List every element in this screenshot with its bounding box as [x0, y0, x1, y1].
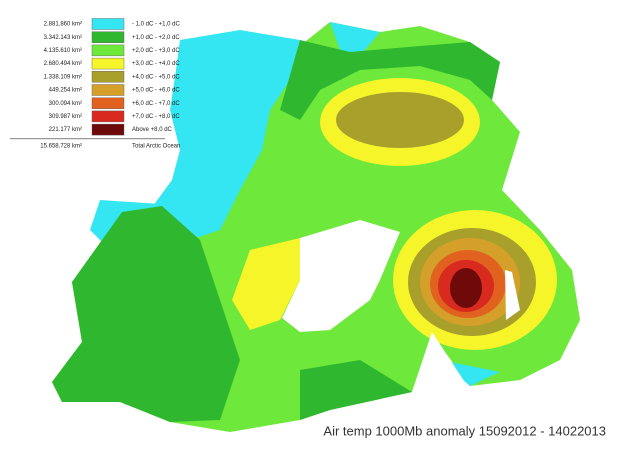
legend-swatch [91, 31, 125, 43]
zone-cyan [330, 22, 380, 56]
land-gap [505, 270, 520, 320]
legend-area: 2.881.860 km² [44, 22, 82, 28]
legend-swatch [91, 44, 125, 57]
zone-dark-green [300, 360, 412, 420]
legend-range: +6,0 dC - +7,0 dC [132, 101, 180, 107]
map-shapes [52, 22, 580, 432]
legend-range: - 1,0 dC - +1,0 dC [132, 22, 181, 28]
legend-swatch [91, 71, 125, 83]
legend-swatch [91, 84, 125, 96]
legend-area: 300.094 km² [49, 101, 82, 107]
legend-swatch [91, 110, 125, 123]
legend: 2.881.860 km² - 1,0 dC - +1,0 dC 3.342.143… [10, 18, 181, 149]
zone-cyan [440, 360, 500, 386]
legend-area: 4.135.610 km² [44, 48, 82, 54]
legend-area: 3.342.143 km² [44, 35, 82, 41]
zone-cyan [150, 30, 300, 240]
legend-range: +2,0 dC - +3,0 dC [132, 48, 180, 54]
caption: Air temp 1000Mb anomaly 15092012 - 14022… [323, 423, 606, 438]
zone-yellow [232, 238, 300, 330]
legend-range: +4,0 dC - +5,0 dC [132, 74, 180, 80]
legend-range: +1,0 dC - +2,0 dC [132, 35, 180, 41]
legend-total-label: Total Arctic Ocean [132, 143, 180, 149]
legend-area: 449.254 km² [49, 88, 82, 94]
legend-area: 1.338.109 km² [44, 74, 82, 80]
legend-swatch [91, 57, 125, 70]
legend-total-area: 15.658.728 km² [40, 143, 82, 149]
legend-area: 309.987 km² [49, 114, 82, 120]
legend-range: +5,0 dC - +6,0 dC [132, 88, 180, 94]
legend-swatch [91, 18, 125, 30]
legend-swatch [91, 97, 125, 109]
legend-swatch [91, 123, 125, 136]
legend-range: Above +8,0 dC [132, 127, 173, 133]
land-gap [282, 220, 400, 332]
zone-olive [336, 92, 464, 148]
legend-range: +3,0 dC - +4,0 dC [132, 61, 180, 67]
legend-area: 2.680.494 km² [44, 61, 82, 67]
zone-dark-red [450, 268, 482, 308]
land-gap [412, 332, 470, 410]
legend-area: 221.177 km² [49, 127, 82, 133]
zone-dark-green [52, 206, 240, 422]
zone-dark-green [280, 40, 500, 120]
legend-range: +7,0 dC - +8,0 dC [132, 114, 180, 120]
